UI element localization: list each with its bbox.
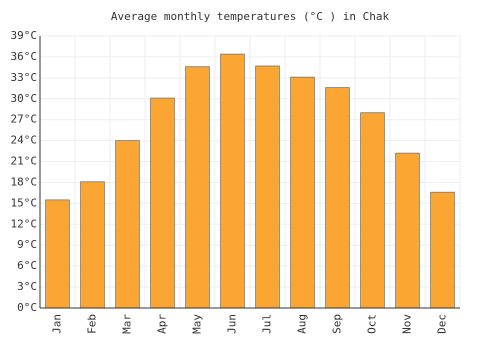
y-tick-label: 9°C	[17, 238, 37, 251]
y-tick-label: 24°C	[11, 134, 38, 147]
bar	[45, 199, 70, 309]
bar	[395, 152, 420, 309]
y-tick-label: 27°C	[11, 113, 38, 126]
bar	[360, 112, 385, 309]
chart-title: Average monthly temperatures (°C ) in Ch…	[111, 10, 390, 23]
x-tick-label: Aug	[296, 314, 309, 334]
y-tick-label: 21°C	[11, 155, 38, 168]
bar	[115, 140, 140, 309]
y-tick-label: 12°C	[11, 217, 38, 230]
y-tick-label: 15°C	[11, 196, 38, 209]
y-tick-label: 18°C	[11, 175, 38, 188]
x-tick-label: Apr	[156, 314, 169, 334]
bar	[220, 53, 245, 309]
x-tick-label: Oct	[366, 314, 379, 334]
y-tick-label: 36°C	[11, 50, 38, 63]
x-tick-label: Feb	[86, 314, 99, 334]
x-tick-label: Sep	[331, 314, 344, 334]
bar	[290, 76, 315, 309]
y-tick-label: 33°C	[11, 71, 38, 84]
y-tick-label: 39°C	[11, 29, 38, 42]
y-tick-label: 6°C	[17, 259, 37, 272]
bar	[430, 191, 455, 309]
bar	[150, 97, 175, 309]
x-tick-label: Nov	[401, 314, 414, 334]
x-tick-label: Jul	[261, 314, 274, 334]
x-tick-label: Jan	[51, 314, 64, 334]
bar	[255, 65, 280, 309]
x-tick-label: Dec	[436, 314, 449, 334]
bar	[185, 66, 210, 309]
bar	[80, 181, 105, 309]
y-tick-label: 30°C	[11, 92, 38, 105]
x-tick-label: Mar	[121, 314, 134, 334]
x-tick-label: May	[191, 314, 204, 334]
y-tick-label: 0°C	[17, 301, 37, 314]
y-tick-label: 3°C	[17, 280, 37, 293]
x-tick-label: Jun	[226, 314, 239, 334]
bar	[325, 87, 350, 309]
